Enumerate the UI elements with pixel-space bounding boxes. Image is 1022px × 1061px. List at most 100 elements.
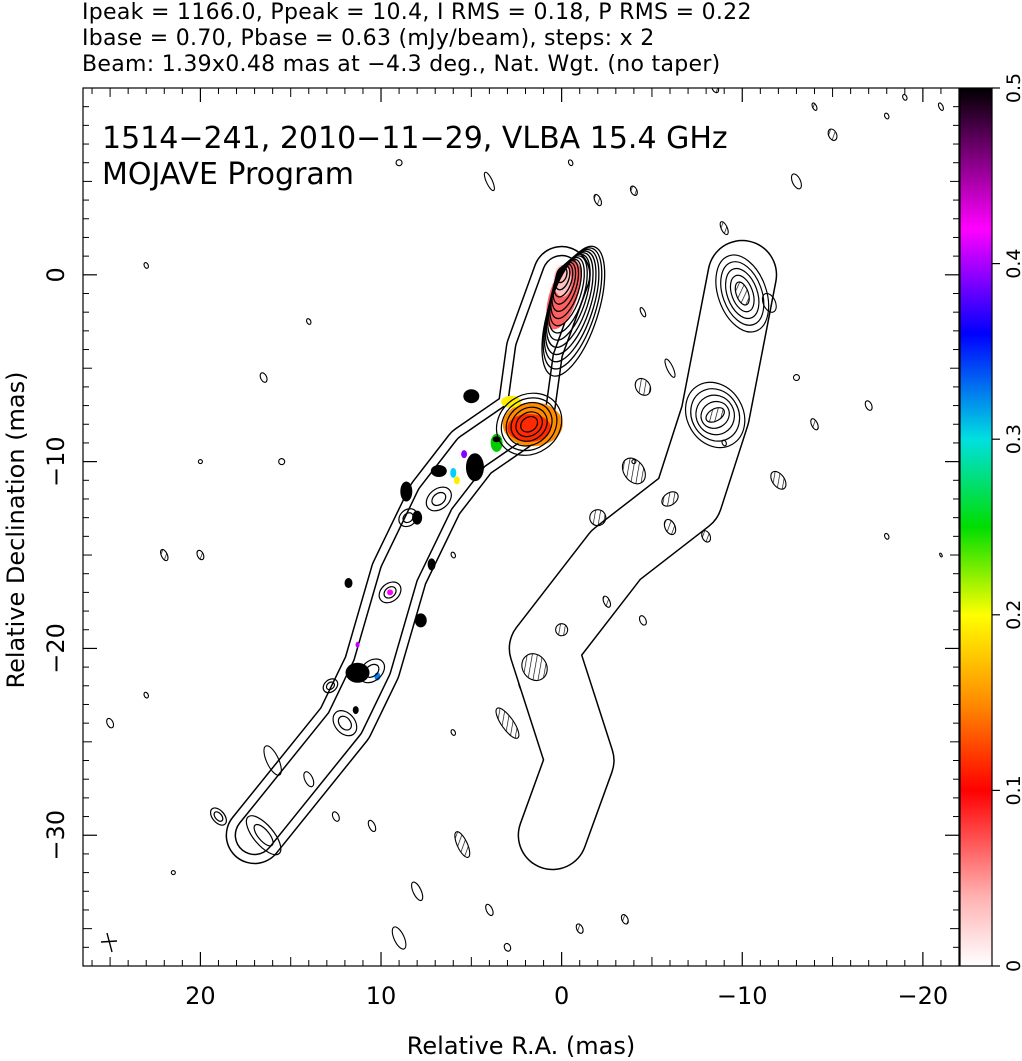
header-beam-line: Beam: 1.39x0.48 mas at −4.3 deg., Nat. W… xyxy=(82,52,721,77)
noise-contour xyxy=(937,102,944,111)
pol-fraction-patch-dark xyxy=(400,481,413,502)
pol-peak-contour xyxy=(690,388,741,442)
knot-contour xyxy=(505,401,553,447)
noise-contour xyxy=(827,128,838,141)
y-axis-label: Relative Declination (mas) xyxy=(2,371,30,688)
x-tick-label: −10 xyxy=(717,982,768,1010)
noise-contour xyxy=(575,923,584,934)
pol-hatched-region xyxy=(770,470,787,490)
noise-contour xyxy=(864,400,873,411)
pol-fraction-patch xyxy=(450,467,457,478)
header-base-line: Ibase = 0.70, Pbase = 0.63 (mJy/beam), s… xyxy=(82,26,655,51)
beam-marker xyxy=(100,932,118,953)
knot-contour xyxy=(431,491,447,507)
pol-peak-contour xyxy=(720,261,765,326)
noise-contour xyxy=(790,173,802,190)
pol-fraction-patch xyxy=(507,413,552,442)
pol-fraction-patch-dark xyxy=(465,453,484,482)
core-contour xyxy=(541,245,606,377)
pol-fraction-patch-dark xyxy=(463,389,480,404)
noise-contour xyxy=(454,831,471,858)
pol-fraction-patch-dark xyxy=(414,613,427,628)
pol-hatched-region xyxy=(621,457,646,485)
noise-contour xyxy=(160,548,169,562)
noise-contour xyxy=(719,221,729,236)
y-tick-label: 0 xyxy=(42,267,70,282)
noise-contour xyxy=(485,903,494,917)
noise-contour xyxy=(756,64,765,74)
noise-contour xyxy=(391,926,407,950)
noise-contour xyxy=(811,102,818,111)
noise-contour xyxy=(622,1000,628,1007)
knot-contour xyxy=(358,658,386,684)
pol-peak-contour xyxy=(715,254,770,333)
noise-contour xyxy=(306,318,312,325)
noise-contour xyxy=(259,372,268,383)
pol-hatched-region xyxy=(634,377,652,396)
colorbar-tick-label: 0.1 xyxy=(1003,775,1022,805)
noise-contour xyxy=(761,292,777,313)
total-intensity-contours xyxy=(106,159,606,952)
pol-peak-contour xyxy=(705,407,725,423)
pol-fraction-patch-dark xyxy=(345,662,370,683)
x-tick-label: −20 xyxy=(898,982,949,1010)
noise-contour xyxy=(629,185,638,197)
jet-envelope-mid-fill xyxy=(236,256,581,854)
pol-peak-contour xyxy=(700,400,730,429)
noise-contour xyxy=(810,418,819,431)
knot-contour xyxy=(510,406,548,442)
colorbar-tick-label: 0.2 xyxy=(1003,600,1022,630)
noise-contour xyxy=(106,717,115,729)
noise-contour xyxy=(143,262,149,269)
polarization-contours xyxy=(495,64,944,1007)
axes: 20 10 0 −10 −20 0 −10 −20 −30 xyxy=(42,88,960,1010)
knot-contour xyxy=(213,811,224,822)
noise-contour xyxy=(883,532,890,540)
plot-frame xyxy=(82,87,960,967)
noise-contour xyxy=(331,811,340,822)
pol-peak-contour xyxy=(724,267,760,320)
noise-contour xyxy=(620,914,629,925)
colorbar-tick-label: 0 xyxy=(1003,960,1022,972)
source-title: 1514−241, 2010−11−29, VLBA 15.4 GHz xyxy=(102,121,728,156)
knot-contour xyxy=(378,581,402,604)
plot-header: Ipeak = 1166.0, Ppeak = 10.4, I RMS = 0.… xyxy=(82,0,1022,78)
noise-contour xyxy=(792,374,800,382)
knot-contour xyxy=(383,586,397,599)
noise-contour xyxy=(450,729,457,736)
pol-hatched-region xyxy=(495,707,520,739)
colorbar: 0 0.1 0.2 0.3 0.4 0.5 xyxy=(959,73,1022,972)
y-tick-label: −20 xyxy=(42,623,70,674)
knot-contour xyxy=(322,678,339,694)
pol-fraction-patch xyxy=(355,641,360,648)
knot-contour xyxy=(337,715,352,731)
pol-fraction-patch xyxy=(453,476,460,485)
pol-hatched-region xyxy=(555,623,569,637)
knot-contour xyxy=(209,807,227,826)
pol-peak-contour xyxy=(734,281,750,306)
pol-peak-contour xyxy=(695,394,736,436)
noise-contour xyxy=(567,159,574,167)
knot-contour xyxy=(500,397,558,452)
colorbar-tick-label: 0.3 xyxy=(1003,424,1022,454)
pol-peak-contour xyxy=(729,274,755,313)
noise-contour xyxy=(483,171,495,192)
noise-contour xyxy=(701,530,712,543)
knot-contour xyxy=(245,815,282,856)
knot-contour xyxy=(520,415,539,433)
pol-fraction-patch-dark xyxy=(352,706,359,715)
pol-hatched-region xyxy=(521,653,548,682)
noise-contour xyxy=(278,458,286,466)
knot-contour xyxy=(495,392,563,456)
noise-contour xyxy=(664,358,676,378)
noise-contour xyxy=(939,552,943,558)
x-tick-label: 0 xyxy=(554,982,569,1010)
noise-contour xyxy=(639,307,647,318)
knot-contour xyxy=(332,710,358,737)
pol-fraction-patch-dark xyxy=(427,558,436,571)
noise-contour xyxy=(395,159,403,167)
knot-contour xyxy=(515,411,543,438)
pol-fraction-patch xyxy=(387,589,394,596)
pol-fraction-patch xyxy=(461,450,468,459)
